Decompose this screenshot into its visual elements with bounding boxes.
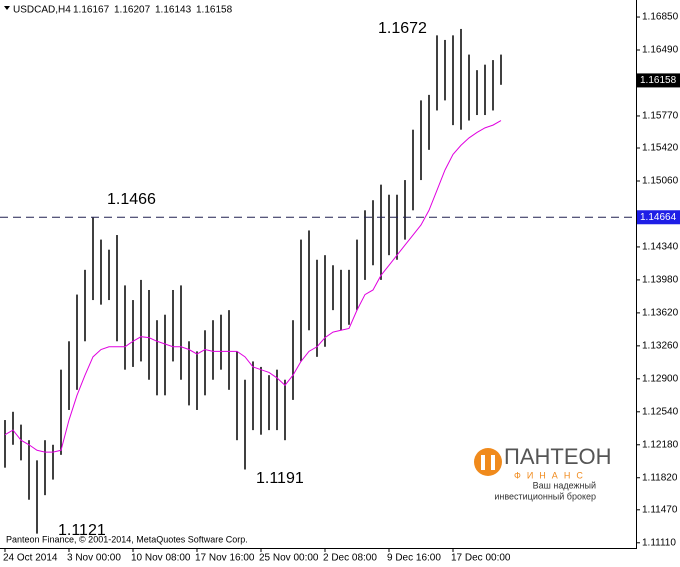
annotation: 1.1672 (378, 20, 427, 37)
x-tick-label: 24 Oct 2014 (3, 553, 58, 564)
copyright: Panteon Finance, © 2001-2014, MetaQuotes… (6, 534, 248, 544)
y-tick-label: 1.12540 (642, 406, 679, 417)
price-label: 1.14664 (640, 212, 677, 223)
y-tick-label: 1.13620 (642, 308, 679, 319)
logo-sub: ФИНАНС (514, 470, 589, 480)
price-label: 1.16158 (640, 75, 677, 86)
x-tick-label: 25 Nov 00:00 (259, 553, 319, 564)
x-tick-label: 17 Nov 16:00 (195, 553, 255, 564)
header-price: 1.16143 (155, 5, 192, 16)
y-tick-label: 1.14340 (642, 242, 679, 253)
y-tick-label: 1.13260 (642, 340, 679, 351)
logo-tagline: инвестиционный брокер (494, 491, 596, 501)
logo: ПАНТЕОН ФИНАНС Ваш надежный инвестиционн… (474, 444, 612, 501)
y-tick-label: 1.16850 (642, 12, 679, 23)
y-tick-label: 1.13980 (642, 275, 679, 286)
y-tick-label: 1.15770 (642, 111, 679, 122)
x-tick-label: 3 Nov 00:00 (67, 553, 121, 564)
x-tick-label: 10 Nov 08:00 (131, 553, 191, 564)
header-price: 1.16207 (114, 5, 151, 16)
logo-mark (481, 455, 485, 470)
logo-mark (474, 448, 502, 476)
annotation: 1.1466 (107, 191, 156, 208)
symbol: USDCAD,H4 (13, 5, 71, 16)
y-tick-label: 1.15060 (642, 176, 679, 187)
moving-average (4, 120, 502, 453)
price-box (637, 210, 680, 225)
logo-name: ПАНТЕОН (504, 444, 612, 469)
header-price: 1.16158 (196, 5, 233, 16)
menu-arrow (4, 6, 10, 10)
y-tick-label: 1.11820 (642, 472, 678, 483)
x-tick-label: 2 Dec 08:00 (323, 553, 377, 564)
y-tick-label: 1.11110 (642, 537, 676, 548)
y-tick-label: 1.11470 (642, 504, 678, 515)
y-tick-label: 1.12180 (642, 439, 679, 450)
x-tick-label: 9 Dec 16:00 (387, 553, 441, 564)
price-box (637, 73, 680, 88)
x-tick-label: 17 Dec 00:00 (451, 553, 511, 564)
logo-mark (491, 455, 495, 470)
header-price: 1.16167 (73, 5, 110, 16)
annotation: 1.1191 (256, 470, 304, 487)
y-tick-label: 1.12900 (642, 373, 679, 384)
logo-tagline: Ваш надежный (533, 480, 596, 490)
y-tick-label: 1.15420 (642, 143, 679, 154)
y-tick-label: 1.16490 (642, 45, 679, 56)
annotation: 1.1121 (58, 522, 106, 539)
